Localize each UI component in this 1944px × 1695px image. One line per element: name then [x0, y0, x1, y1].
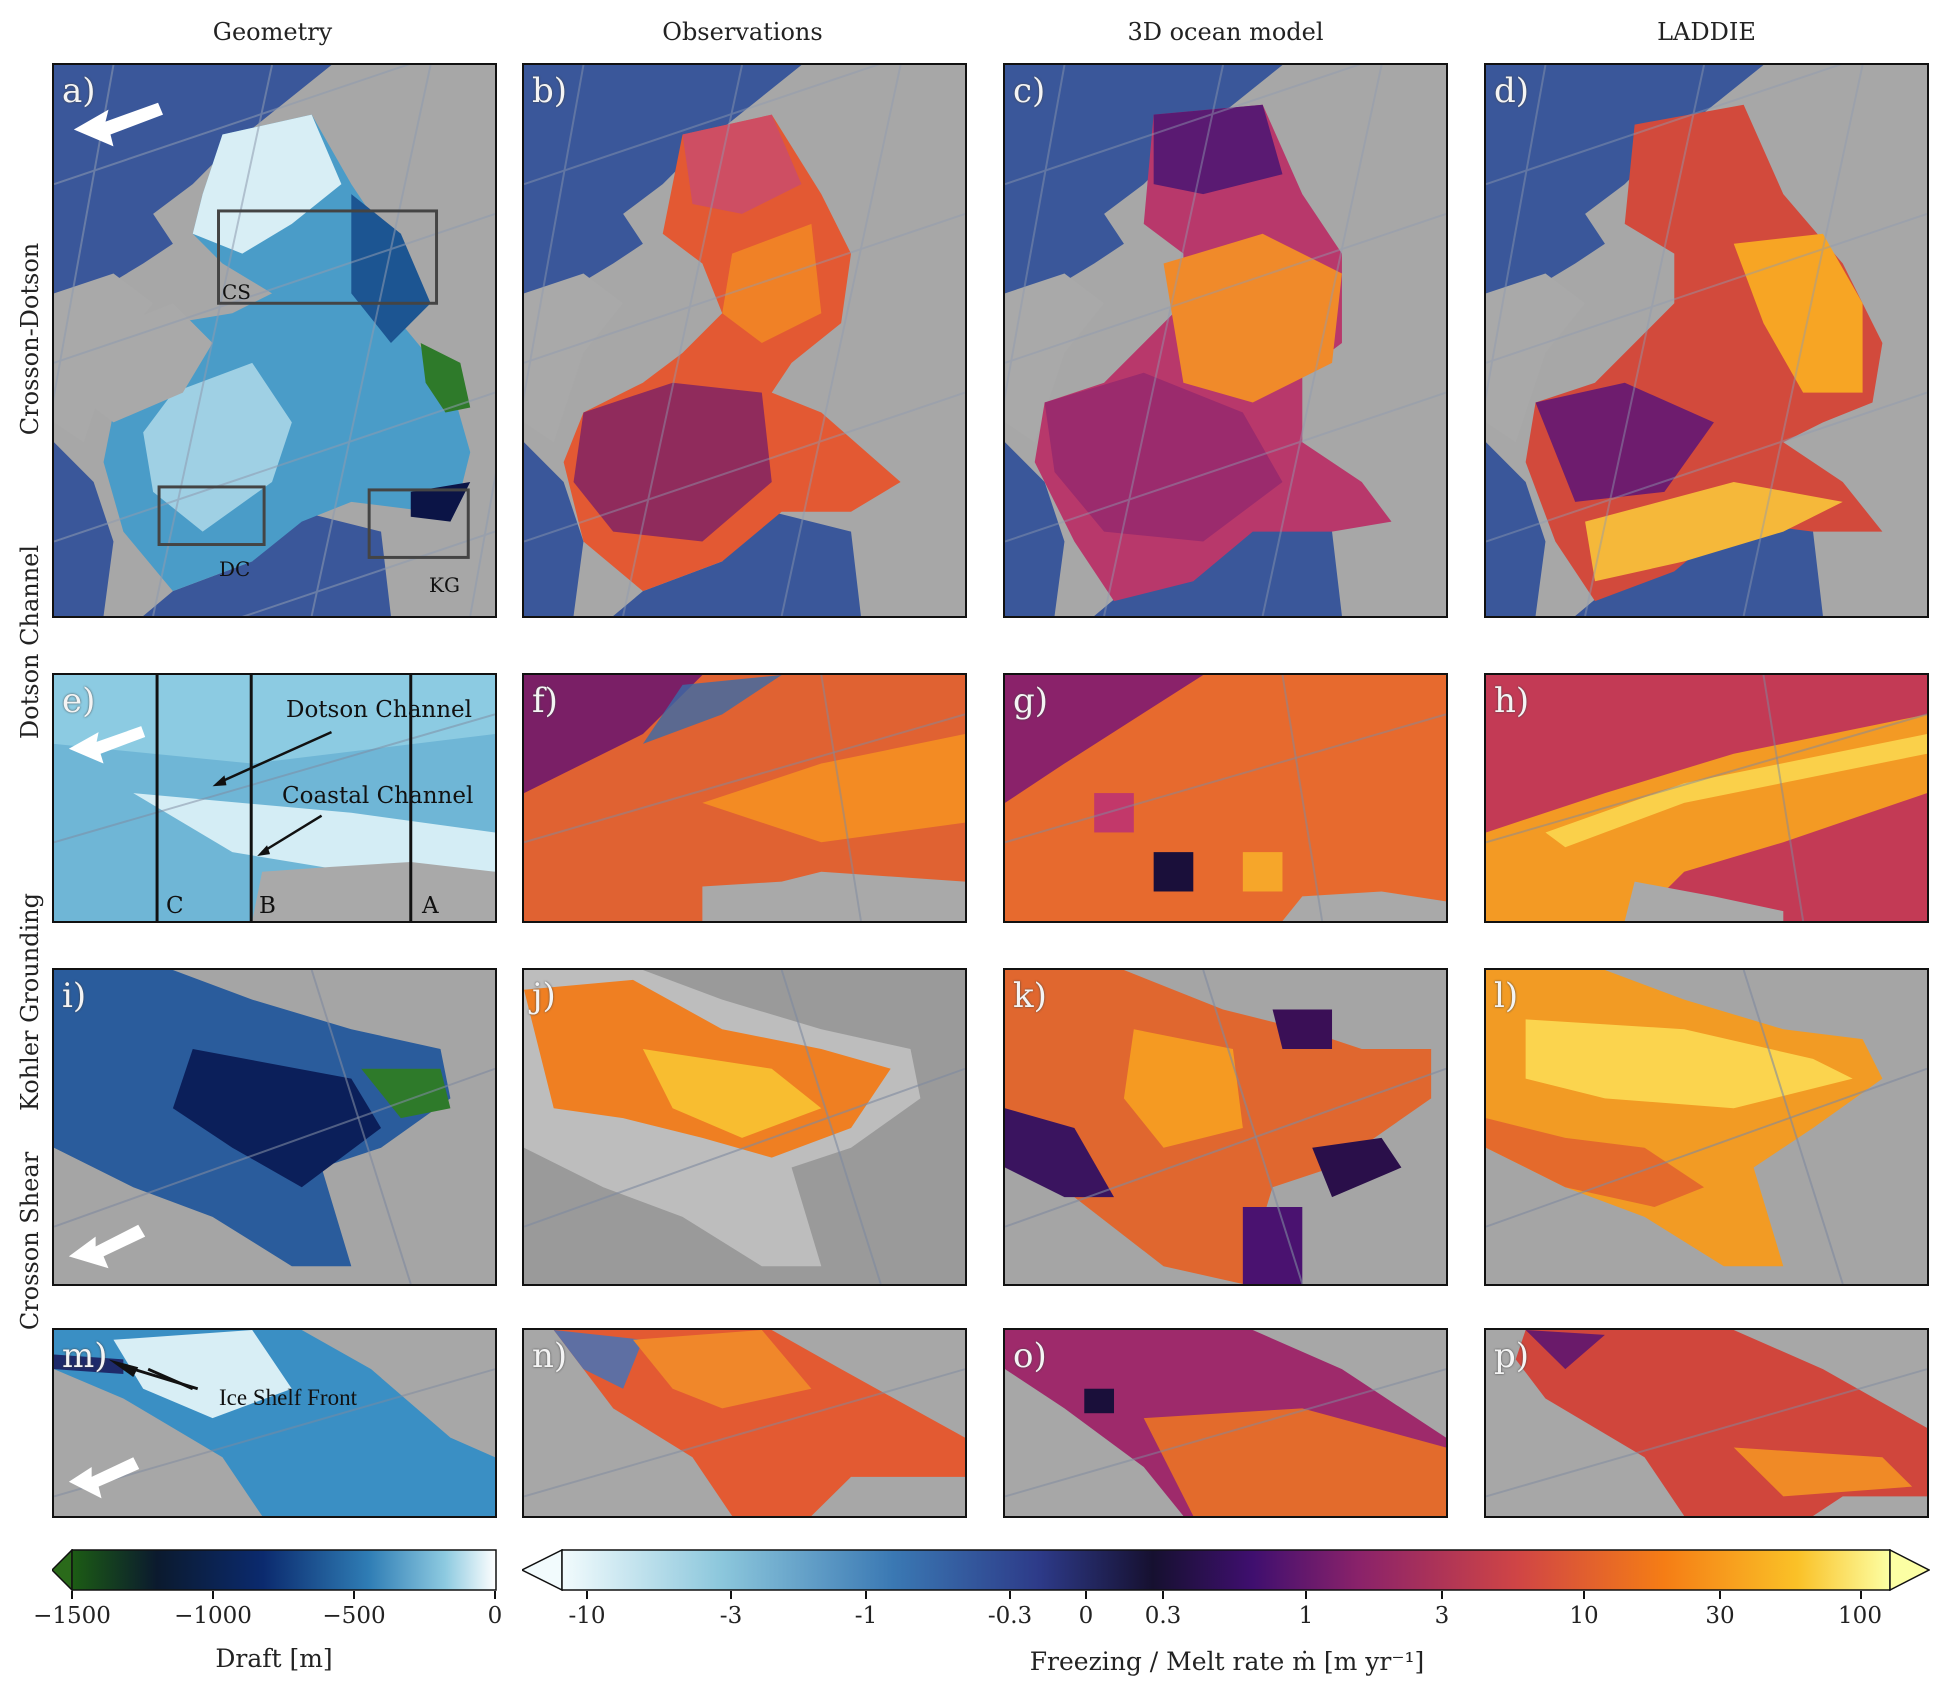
box-label-kg: KG [429, 573, 460, 597]
melt-tick-mark [865, 1591, 867, 1599]
panel-l-laddie-kohler-grounding: l) [1484, 968, 1929, 1286]
draft-tick-label: −500 [322, 1603, 386, 1629]
panel-label-o: o) [1013, 1336, 1047, 1376]
panel-label-k: k) [1013, 976, 1047, 1016]
melt-tick-mark [586, 1591, 588, 1599]
label-coastal-channel: Coastal Channel [282, 783, 474, 809]
melt-tick-label: -0.3 [987, 1603, 1033, 1629]
panel-label-i: i) [62, 976, 87, 1016]
melt-tick-mark [730, 1591, 732, 1599]
draft-tick-mark [212, 1591, 214, 1599]
melt-tick-label: -1 [854, 1603, 878, 1629]
label-ice-shelf-front: Ice Shelf Front [219, 1385, 357, 1410]
draft-tick-label: 0 [487, 1603, 503, 1629]
panel-label-g: g) [1013, 681, 1049, 721]
melt-tick-mark [1441, 1591, 1443, 1599]
row-title-kohler-grounding: Kohler Grounding [16, 892, 44, 1112]
melt-tick-label: -3 [719, 1603, 743, 1629]
panel-label-j: j) [532, 976, 556, 1016]
melt-tick-mark [1860, 1591, 1862, 1599]
section-label-a: A [422, 893, 439, 919]
melt-tick-label: 100 [1838, 1603, 1882, 1629]
panel-label-n: n) [532, 1336, 568, 1376]
melt-tick-mark [1719, 1591, 1721, 1599]
panel-label-a: a) [62, 71, 96, 111]
panel-e-geometry-dotson-channel: e) Dotson Channel Coastal Channel C B A [52, 673, 497, 923]
melt-tick-label: -10 [568, 1603, 606, 1629]
row-title-crosson-dotson: Crosson-Dotson [16, 242, 44, 436]
column-title-laddie: LADDIE [1657, 18, 1756, 46]
panel-label-m: m) [62, 1336, 108, 1376]
panel-label-p: p) [1494, 1336, 1530, 1376]
panel-j-observations-kohler-grounding: j) [522, 968, 967, 1286]
colorbar-draft [50, 1548, 497, 1592]
colorbar-melt-rate [520, 1548, 1931, 1592]
melt-tick-label: 1 [1298, 1603, 1314, 1629]
panel-label-h: h) [1494, 681, 1530, 721]
melt-tick-label: 10 [1569, 1603, 1599, 1629]
panel-i-geometry-kohler-grounding: i) [52, 968, 497, 1286]
melt-tick-mark [1009, 1591, 1011, 1599]
melt-tick-label: 30 [1705, 1603, 1735, 1629]
panel-label-d: d) [1494, 71, 1530, 111]
draft-tick-label: −1000 [174, 1603, 252, 1629]
melt-colorbar-title: Freezing / Melt rate ṁ [m yr⁻¹] [1029, 1647, 1425, 1676]
column-title-geometry: Geometry [212, 18, 333, 46]
panel-c-3d-ocean-model-crosson-dotson: c) [1003, 63, 1448, 618]
draft-colorbar-title: Draft [m] [215, 1644, 333, 1673]
panel-label-f: f) [532, 681, 558, 721]
box-label-dc: DC [219, 557, 251, 581]
draft-tick-mark [353, 1591, 355, 1599]
panel-label-c: c) [1013, 71, 1046, 111]
panel-h-laddie-dotson-channel: h) [1484, 673, 1929, 923]
section-label-c: C [166, 893, 184, 919]
melt-tick-label: 3 [1434, 1603, 1450, 1629]
panel-g-3d-ocean-model-dotson-channel: g) [1003, 673, 1448, 923]
column-title-observations: Observations [662, 18, 823, 46]
panel-p-laddie-crosson-shear: p) [1484, 1328, 1929, 1518]
draft-tick-label: −1500 [33, 1603, 111, 1629]
melt-tick-mark [1305, 1591, 1307, 1599]
panel-a-geometry-crosson-dotson: a) CS DC KG [52, 63, 497, 618]
panel-k-3d-ocean-model-kohler-grounding: k) [1003, 968, 1448, 1286]
melt-tick-label: 0 [1078, 1603, 1094, 1629]
label-dotson-channel: Dotson Channel [286, 697, 473, 723]
panel-m-geometry-crosson-shear: m) Ice Shelf Front [52, 1328, 497, 1518]
panel-f-observations-dotson-channel: f) [522, 673, 967, 923]
panel-b-observations-crosson-dotson: b) [522, 63, 967, 618]
row-title-crosson-shear: Crosson Shear [16, 1151, 44, 1331]
panel-d-laddie-crosson-dotson: d) [1484, 63, 1929, 618]
panel-n-observations-crosson-shear: n) [522, 1328, 967, 1518]
panel-label-b: b) [532, 71, 568, 111]
melt-tick-label: 0.3 [1144, 1603, 1182, 1629]
draft-tick-mark [71, 1591, 73, 1599]
box-label-cs: CS [222, 280, 252, 304]
section-label-b: B [259, 893, 276, 919]
melt-tick-mark [1085, 1591, 1087, 1599]
panel-o-3d-ocean-model-crosson-shear: o) [1003, 1328, 1448, 1518]
melt-tick-mark [1162, 1591, 1164, 1599]
column-title-3d-ocean-model: 3D ocean model [1127, 18, 1324, 46]
row-title-dotson-channel: Dotson Channel [16, 544, 44, 740]
melt-tick-mark [1583, 1591, 1585, 1599]
panel-label-l: l) [1494, 976, 1519, 1016]
panel-label-e: e) [62, 681, 96, 721]
draft-tick-mark [494, 1591, 496, 1599]
